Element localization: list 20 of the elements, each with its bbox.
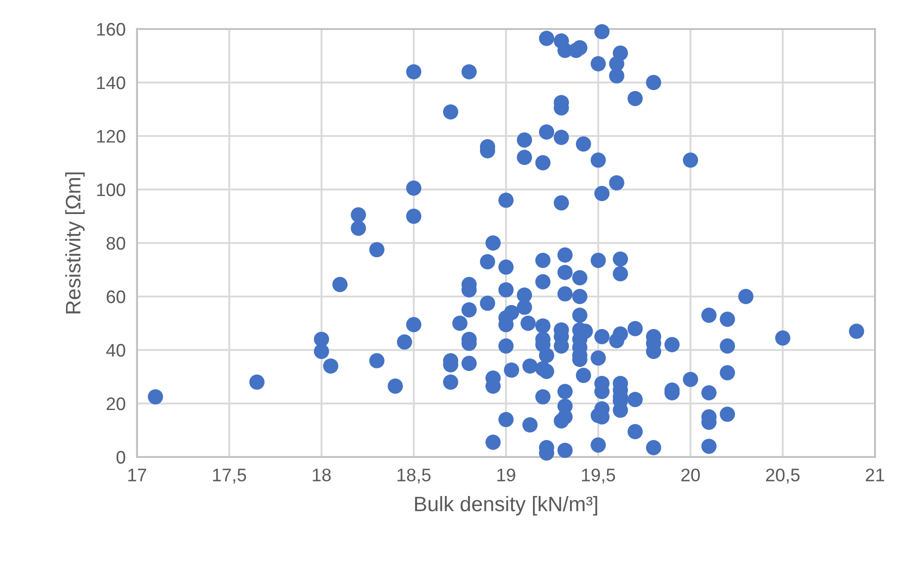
y-tick-label: 20 <box>106 397 126 410</box>
x-tick-label: 20 <box>681 468 700 482</box>
x-tick-label: 18,5 <box>398 468 431 484</box>
y-axis-title: Resistivity [Ωm] <box>65 172 85 314</box>
y-tick-label: 0 <box>116 450 126 464</box>
x-tick-label: 20,5 <box>766 468 800 484</box>
x-tick-label: 17,5 <box>213 468 246 484</box>
x-tick-label: 21 <box>866 468 884 482</box>
y-tick-label: 100 <box>97 183 126 196</box>
x-tick-label: 19,5 <box>582 468 616 484</box>
y-tick-label: 160 <box>97 22 126 36</box>
y-tick-label: 80 <box>106 236 126 250</box>
y-tick-label: 60 <box>106 290 126 304</box>
y-tick-label: 120 <box>97 130 126 143</box>
y-tick-label: 140 <box>97 76 126 90</box>
x-tick-label: 18 <box>312 468 331 482</box>
x-tick-label: 17 <box>128 468 146 482</box>
x-axis-title: Bulk density [kN/m³] <box>415 496 598 516</box>
x-tick-label: 19 <box>497 468 516 482</box>
y-tick-label: 40 <box>106 344 126 357</box>
